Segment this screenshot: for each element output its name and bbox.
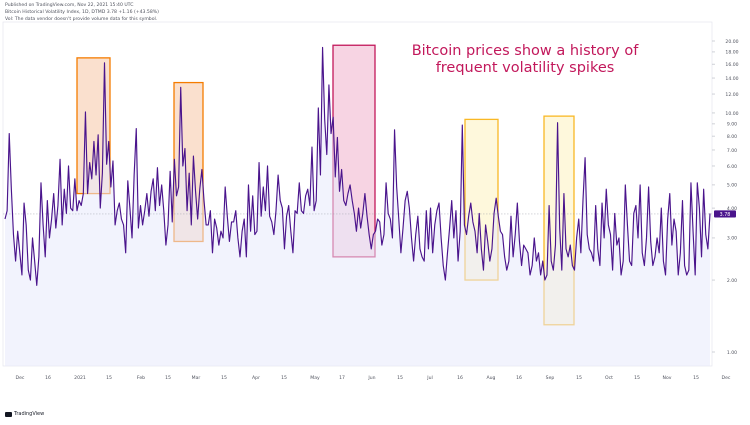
published-line: Published on TradingView.com, Nov 22, 20… (5, 3, 134, 8)
y-tick-label: 8.00 (727, 134, 737, 140)
x-tick-label: 16 (45, 375, 51, 381)
x-tick-label: Aug (487, 375, 496, 381)
brand-label: TradingView (14, 411, 45, 417)
x-tick-label: Jun (367, 375, 375, 381)
x-tick-label: Mar (192, 375, 201, 381)
last-value-badge (714, 210, 736, 218)
x-tick-label: 15 (576, 375, 582, 381)
y-tick-label: 6.00 (727, 164, 737, 170)
series-line (4, 46, 711, 286)
tradingview-logo-icon (5, 411, 12, 417)
y-tick-label: 2.00 (727, 278, 737, 284)
x-tick-label: Sep (546, 375, 555, 381)
y-tick-label: 12.00 (725, 92, 738, 98)
y-tick-label: 18.00 (725, 50, 738, 56)
x-tick-label: 17 (339, 375, 345, 381)
x-tick-label: 15 (106, 375, 112, 381)
x-tick-label: Apr (252, 375, 260, 381)
x-tick-label: 15 (634, 375, 640, 381)
x-tick-label: Feb (137, 375, 145, 381)
x-tick-label: Dec (722, 375, 731, 381)
x-tick-label: 15 (397, 375, 403, 381)
last-value-label: 3.78 (720, 212, 731, 218)
x-tick-label: 15 (165, 375, 171, 381)
x-tick-label: Nov (663, 375, 672, 381)
y-tick-label: 9.00 (727, 122, 737, 128)
chart-header: Published on TradingView.com, Nov 22, 20… (5, 2, 159, 23)
x-tick-label: 2021 (74, 375, 86, 381)
y-tick-label: 4.00 (727, 206, 737, 212)
y-tick-label: 10.00 (725, 111, 738, 117)
x-tick-label: 15 (281, 375, 287, 381)
footer-brand: TradingView (5, 411, 44, 417)
y-tick-label: 1.00 (727, 350, 737, 356)
x-tick-label: Jul (426, 375, 433, 381)
x-tick-label: 16 (516, 375, 522, 381)
x-tick-label: May (310, 375, 320, 381)
volume-note: Vol: The data vendor doesn't provide vol… (5, 17, 158, 22)
x-tick-label: 16 (457, 375, 463, 381)
x-tick-label: Dec (16, 375, 25, 381)
y-tick-label: 7.00 (727, 148, 737, 154)
annotation-line-1: Bitcoin prices show a history of (411, 43, 639, 59)
symbol-line: Bitcoin Historical Volatility Index, 1D,… (5, 10, 159, 15)
y-tick-label: 5.00 (727, 183, 737, 189)
annotation-text: Bitcoin prices show a history of frequen… (410, 43, 640, 77)
y-tick-label: 14.00 (725, 76, 738, 82)
y-tick-label: 3.00 (727, 236, 737, 242)
y-tick-label: 16.00 (725, 62, 738, 68)
x-tick-label: Oct (605, 375, 613, 381)
y-tick-label: 20.00 (725, 39, 738, 45)
x-tick-label: 15 (693, 375, 699, 381)
x-tick-label: 15 (221, 375, 227, 381)
annotation-line-2: frequent volatility spikes (435, 60, 615, 76)
